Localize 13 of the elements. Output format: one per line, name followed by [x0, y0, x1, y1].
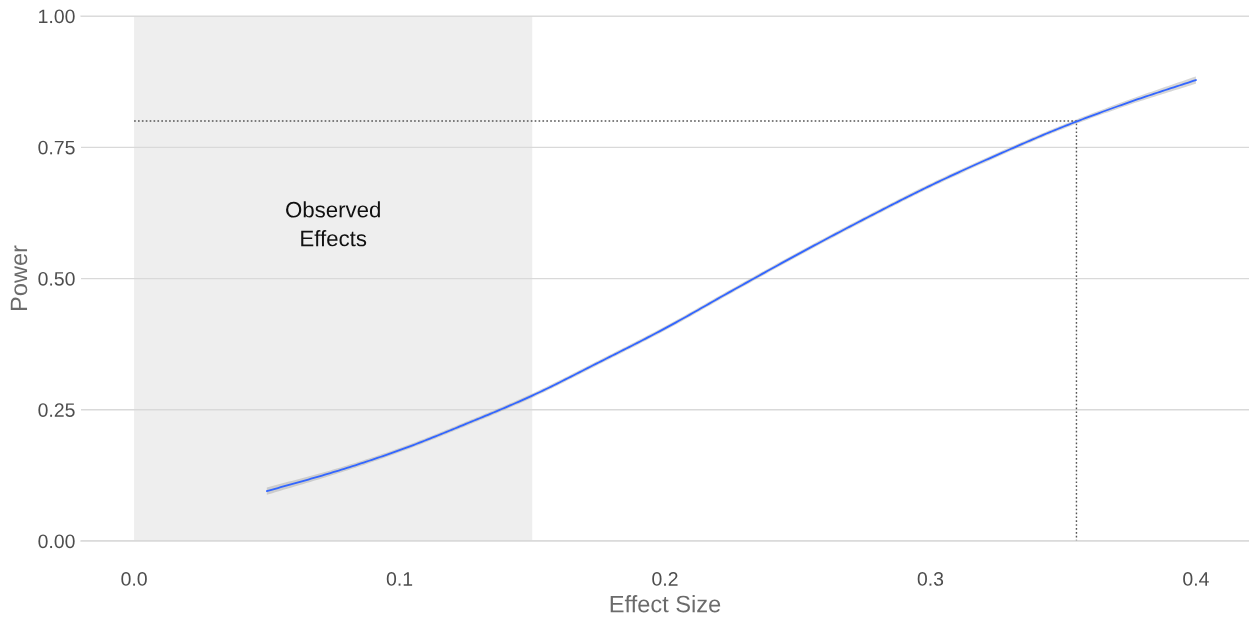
x-tick-label: 0.4 [1183, 572, 1209, 586]
x-tick-label: 0.3 [917, 572, 944, 586]
band-label: Observed Effects [286, 201, 380, 247]
y-tick-label: 0.25 [38, 403, 75, 417]
x-tick-label: 0.1 [386, 572, 413, 586]
x-tick-label: 0.0 [121, 572, 147, 586]
y-axis-title: Power [10, 245, 28, 311]
y-tick-label: 0.00 [38, 534, 75, 549]
y-tick-label: 0.50 [38, 271, 75, 286]
x-axis-title: Effect Size [610, 595, 721, 613]
x-tick-label: 0.2 [652, 572, 678, 586]
y-tick-label: 0.75 [38, 140, 75, 155]
y-tick-label: 1.00 [39, 9, 75, 24]
